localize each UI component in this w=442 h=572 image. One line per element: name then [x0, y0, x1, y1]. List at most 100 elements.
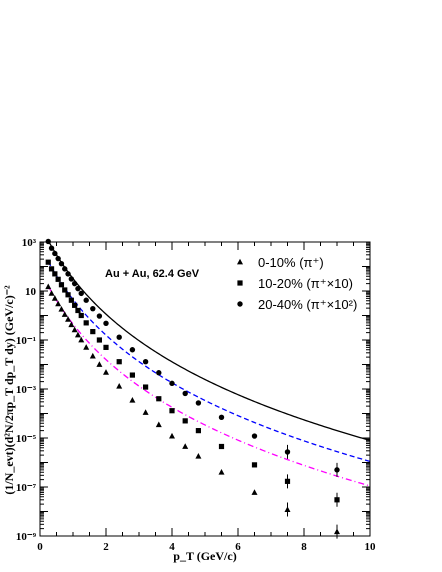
data-point-circle — [334, 467, 340, 473]
x-tick-label: 2 — [103, 541, 109, 553]
data-point-circle — [45, 238, 51, 245]
data-point-triangle — [74, 331, 81, 338]
data-point-triangle — [45, 283, 52, 290]
data-point-square — [48, 266, 55, 272]
legend-entry-2: 20-40% (π⁺×10²) — [258, 297, 357, 312]
data-point-square — [334, 497, 340, 503]
data-point-triangle — [78, 336, 85, 343]
data-point-circle — [116, 334, 122, 340]
data-point-triangle — [68, 321, 75, 328]
data-point-square — [218, 443, 225, 450]
data-point-triangle — [83, 344, 90, 350]
collision-annotation: Au + Au, 62.4 GeV — [105, 268, 200, 280]
data-point-triangle — [182, 443, 189, 449]
data-point-square — [78, 312, 84, 319]
data-point-square — [65, 292, 71, 298]
data-point-square — [284, 478, 291, 484]
data-point-triangle — [251, 489, 258, 495]
data-point-circle — [52, 250, 58, 257]
data-point-square — [251, 462, 258, 468]
data-point-square — [237, 280, 243, 286]
y-tick-label: 10³ — [22, 237, 37, 249]
data-point-square — [169, 408, 175, 414]
data-point-triangle — [61, 311, 68, 317]
data-point-circle — [218, 414, 225, 420]
data-point-square — [45, 259, 51, 265]
x-tick-label: 10 — [365, 541, 377, 553]
data-point-square — [75, 307, 81, 314]
y-tick-label: 10⁻³ — [16, 384, 37, 396]
data-point-square — [83, 320, 89, 326]
data-point-triangle — [218, 469, 225, 475]
data-point-square — [129, 372, 135, 378]
y-tick-label: 10⁻¹ — [16, 335, 36, 347]
data-point-circle — [68, 276, 75, 282]
data-point-square — [58, 282, 65, 288]
legend-entry-0: 0-10% (π⁺) — [258, 255, 324, 270]
y-tick-label: 10⁻⁹ — [16, 531, 37, 543]
data-point-square — [68, 297, 74, 303]
data-point-circle — [78, 290, 84, 297]
data-point-circle — [62, 266, 68, 272]
x-axis-title: p_T (GeV/c) — [173, 549, 236, 563]
axes: 0 2 4 6 8 10 10⁻⁹ 10⁻⁷ 10⁻⁵ 10⁻³ 10⁻¹ 10 10³ — [16, 237, 376, 553]
fit-curve-0 — [47, 285, 371, 487]
data-point-circle — [169, 380, 175, 387]
data-point-triangle — [129, 396, 136, 403]
data-point-triangle — [103, 369, 109, 375]
data-point-circle — [48, 245, 55, 251]
data-point-square — [156, 396, 162, 402]
data-point-circle — [103, 320, 109, 327]
data-point-triangle — [334, 528, 340, 535]
data-point-triangle — [65, 316, 72, 322]
data-point-triangle — [169, 432, 175, 439]
data-point-triangle — [71, 326, 78, 333]
data-point-square — [195, 428, 201, 434]
data-point-triangle — [51, 295, 58, 301]
data-point-circle — [65, 271, 71, 277]
data-point-triangle — [195, 453, 202, 459]
plot-area — [45, 238, 371, 539]
data-point-square — [55, 276, 61, 282]
data-point-square — [116, 359, 122, 365]
data-point-circle — [90, 305, 96, 312]
data-point-circle — [83, 297, 89, 303]
data-point-square — [62, 287, 68, 293]
y-tick-label: 10⁻⁷ — [16, 482, 37, 494]
x-tick-label: 0 — [37, 541, 43, 553]
data-point-square — [103, 344, 109, 350]
data-point-square — [52, 271, 58, 277]
data-point-square — [143, 384, 149, 390]
data-point-triangle — [237, 258, 243, 265]
legend: 0-10% (π⁺) 10-20% (π⁺×10) 20-40% (π⁺×10²) — [237, 255, 357, 312]
data-point-circle — [71, 280, 78, 287]
y-axis-title: (1/N_evt)(d²N/2πp_T dp_T dy) (GeV/c)⁻² — [2, 285, 16, 495]
data-point-triangle — [58, 306, 65, 312]
data-point-circle — [195, 400, 202, 406]
data-point-circle — [142, 359, 149, 365]
axis-titles: p_T (GeV/c) (1/N_evt)(d²N/2πp_T dp_T dy) … — [2, 285, 237, 563]
data-point-square — [182, 418, 188, 424]
legend-entry-1: 10-20% (π⁺×10) — [258, 276, 353, 291]
data-point-triangle — [89, 352, 96, 359]
data-point-triangle — [284, 506, 291, 512]
data-point-square — [90, 329, 96, 335]
data-point-circle — [237, 301, 243, 307]
data-point-triangle — [142, 409, 149, 415]
data-point-square — [96, 337, 102, 343]
data-point-circle — [55, 255, 61, 262]
x-tick-label: 4 — [169, 541, 175, 553]
data-point-circle — [58, 261, 65, 267]
data-point-circle — [75, 285, 81, 292]
data-point-circle — [129, 347, 136, 353]
y-tick-label: 10⁻⁵ — [16, 433, 37, 445]
data-point-square — [72, 302, 78, 308]
data-point-circle — [96, 313, 103, 319]
data-point-triangle — [155, 421, 162, 428]
fit-curve-1 — [47, 261, 371, 463]
data-point-circle — [284, 449, 291, 455]
x-tick-label: 8 — [301, 541, 307, 553]
data-point-triangle — [116, 383, 123, 389]
data-point-circle — [156, 370, 162, 376]
